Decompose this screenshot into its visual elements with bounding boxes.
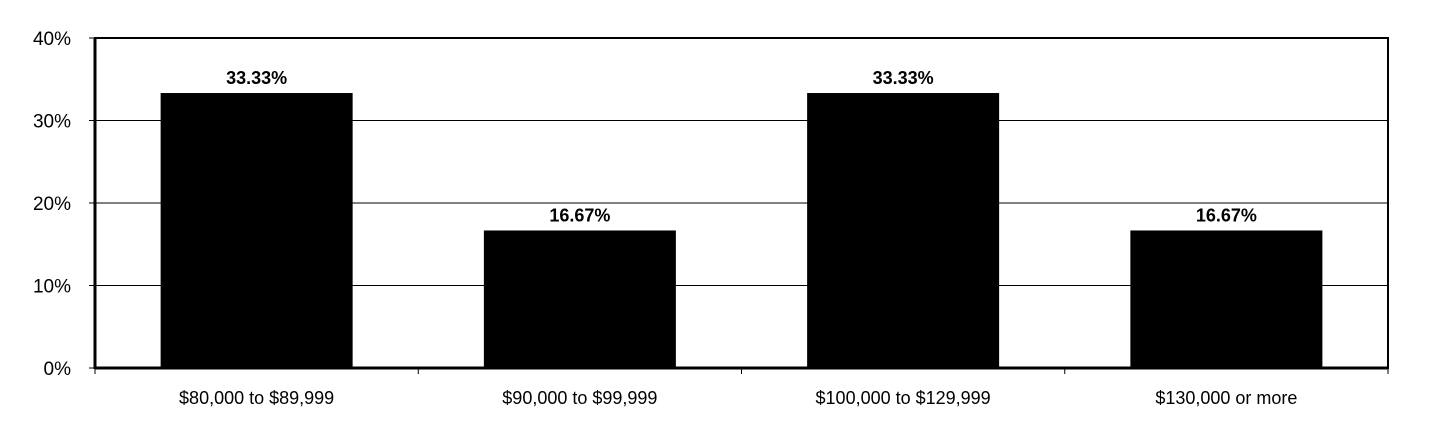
y-tick-label: 30% xyxy=(33,112,71,133)
bar xyxy=(160,93,353,368)
bar xyxy=(807,93,1000,368)
x-category-label: $80,000 to $89,999 xyxy=(179,388,334,408)
data-label: 16.67% xyxy=(549,205,610,225)
y-tick-label: 40% xyxy=(33,29,71,50)
data-label: 16.67% xyxy=(1196,205,1257,225)
y-tick-label: 0% xyxy=(44,359,72,380)
bar xyxy=(483,230,676,368)
x-category-label: $90,000 to $99,999 xyxy=(502,388,657,408)
bars xyxy=(160,93,1323,368)
bar xyxy=(1130,230,1323,368)
y-tick-label: 10% xyxy=(33,277,71,298)
data-label: 33.33% xyxy=(226,68,287,88)
data-label: 33.33% xyxy=(873,68,934,88)
x-category-label: $130,000 or more xyxy=(1155,388,1297,408)
y-tick-label: 20% xyxy=(33,194,71,215)
axes: 0% 10% 20% 30% 40% $80,000 to $89,999 $90,000 … xyxy=(33,29,1389,408)
x-category-label: $100,000 to $129,999 xyxy=(816,388,991,408)
data-labels: 33.33% 16.67% 33.33% 16.67% xyxy=(226,68,1257,225)
